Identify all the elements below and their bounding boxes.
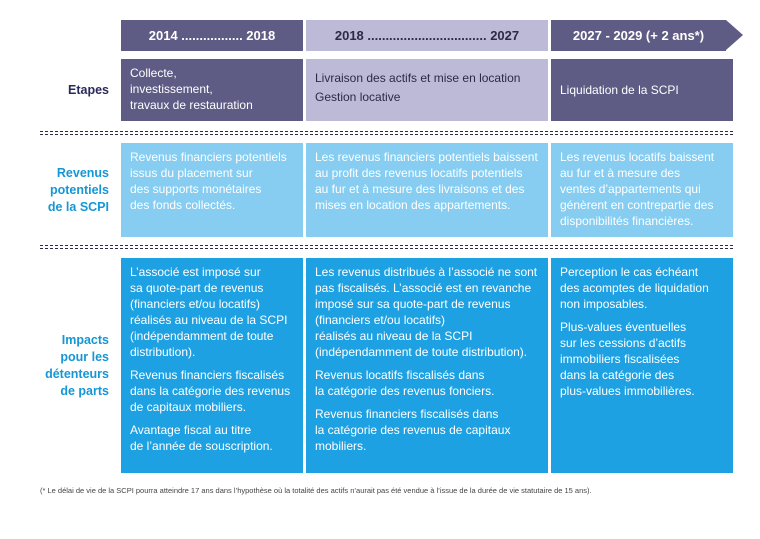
row-label-etapes-text: Etapes [68,82,109,97]
impacts-paragraph: Les revenus distribués à l’associé ne so… [315,265,538,359]
period-header-2027-2029: 2027 - 2029 (+ 2 ans*) [551,20,726,51]
revenus-cell-2: Les revenus financiers potentiels baisse… [306,143,548,237]
period-header-2018-2027: 2018 ................................. 2… [306,20,548,51]
impacts-paragraph: Revenus financiers fiscalisés dans la ca… [315,407,511,453]
impacts-paragraph: Perception le cas échéant des acomptes d… [560,265,709,311]
impacts-cell-1: L’associé est imposé sur sa quote-part d… [121,258,303,473]
impacts-paragraph: Revenus financiers fiscalisés dans la ca… [130,368,291,414]
dashed-separator [40,248,733,249]
etape-cell-2: Livraison des actifs et mise en location… [306,59,548,121]
etape-cell-3: Liquidation de la SCPI [551,59,733,121]
revenus-cell-1: Revenus financiers potentiels issus du p… [121,143,303,237]
etape-cell-3-text: Liquidation de la SCPI [560,83,679,97]
dashed-separator [40,131,733,132]
row-label-revenus-text: Revenus potentiels de la SCPI [47,165,109,214]
period-header-2014-2018: 2014 ................. 2018 [121,20,303,51]
row-label-impacts: Impacts pour les détenteurs de parts [45,258,109,473]
impacts-paragraph: Revenus locatifs fiscalisés dans la caté… [315,368,495,398]
impacts-cell-3: Perception le cas échéant des acomptes d… [551,258,733,473]
row-label-etapes: Etapes [68,59,109,121]
impacts-paragraph: L’associé est imposé sur sa quote-part d… [130,265,288,359]
impacts-paragraph: Avantage fiscal au titre de l’année de s… [130,423,273,453]
dashed-separator [40,245,733,246]
timeline-arrow-icon [726,20,743,50]
row-label-impacts-text: Impacts pour les détenteurs de parts [45,332,109,398]
footnote: (* Le délai de vie de la SCPI pourra att… [40,486,592,495]
impacts-cell-2: Les revenus distribués à l’associé ne so… [306,258,548,473]
impacts-paragraph: Plus-values éventuelles sur les cessions… [560,320,695,398]
dashed-separator [40,134,733,135]
etape-cell-1: Collecte, investissement, travaux de res… [121,59,303,121]
row-label-revenus: Revenus potentiels de la SCPI [48,143,109,237]
revenus-cell-3: Les revenus locatifs baissent au fur et … [551,143,733,237]
